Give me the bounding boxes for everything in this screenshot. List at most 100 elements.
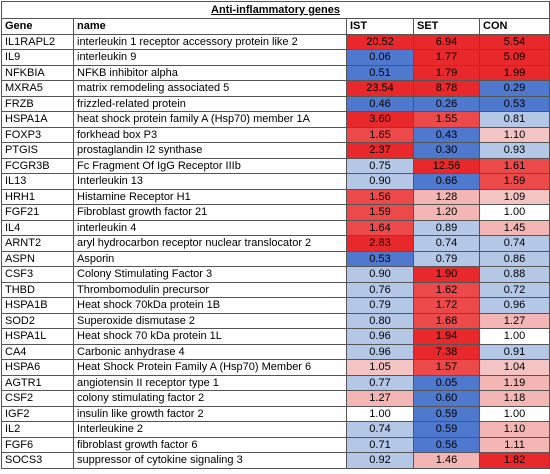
text-cell: prostaglandin I2 synthase (73, 142, 347, 159)
value-cell: 0.46 (346, 95, 414, 112)
value-cell: 0.89 (413, 219, 480, 236)
value-cell: 20.52 (346, 33, 414, 50)
table-row: ARNT2 aryl hydrocarbon receptor nuclear t… (1, 235, 550, 252)
text-cell: Heat shock 70 kDa protein 1L (73, 328, 347, 345)
value-cell: 0.30 (413, 142, 480, 159)
text-cell: IL4 (1, 219, 74, 236)
value-cell: 0.76 (346, 281, 414, 298)
table-row: IL2 Interleukine 2 0.74 0.59 1.10 (1, 421, 550, 438)
text-cell: angiotensin II receptor type 1 (73, 374, 347, 391)
value-cell: 1.99 (478, 64, 550, 81)
table-row: AGTR1 angiotensin II receptor type 1 0.77 0… (1, 374, 550, 391)
value-cell: 0.86 (478, 250, 550, 267)
value-cell: 3.60 (346, 111, 414, 128)
value-cell: 1.46 (413, 452, 480, 469)
value-cell: 1.27 (478, 312, 550, 329)
value-cell: 1.62 (413, 281, 480, 298)
text-cell: frizzled-related protein (73, 95, 347, 112)
value-cell: 0.74 (413, 235, 480, 252)
text-cell: IGF2 (1, 405, 74, 422)
value-cell: 0.88 (478, 266, 550, 283)
title-row: Anti-inflammatory genes (0, 1, 550, 19)
table-row: HSPA1L Heat shock 70 kDa protein 1L 0.96 1.… (1, 328, 550, 345)
value-cell: 7.38 (413, 343, 480, 360)
text-cell: heat shock protein family A (Hsp70) memb… (73, 111, 347, 128)
value-cell: 0.56 (413, 436, 480, 453)
text-cell: HSPA6 (1, 359, 74, 376)
value-cell: 0.96 (346, 343, 414, 360)
text-cell: Interleukine 2 (73, 421, 347, 438)
text-cell: HSPA1L (1, 328, 74, 345)
value-cell: 1.18 (478, 390, 550, 407)
text-cell: Fc Fragment Of IgG Receptor IIIb (73, 157, 347, 174)
value-cell: 1.20 (413, 204, 480, 221)
text-cell: suppressor of cytokine signaling 3 (73, 452, 347, 469)
column-header: SET (413, 18, 480, 35)
table-row: CSF2 colony stimulating factor 2 1.27 0.60 1… (1, 390, 550, 407)
value-cell: 2.83 (346, 235, 414, 252)
value-cell: 5.09 (478, 49, 550, 66)
column-header: Gene (1, 18, 74, 35)
text-cell: SOD2 (1, 312, 74, 329)
text-cell: HSPA1B (1, 297, 74, 314)
column-header: IST (346, 18, 414, 35)
table-row: SOD2 Superoxide dismutase 2 0.80 1.68 1.27 (1, 312, 550, 329)
text-cell: interleukin 9 (73, 49, 347, 66)
table-body: IL1RAPL2 interleukin 1 receptor accessory… (1, 33, 550, 469)
value-cell: 1.61 (478, 157, 550, 174)
value-cell: 0.92 (346, 452, 414, 469)
table-row: FGF6 fibroblast growth factor 6 0.71 0.56 1.… (1, 436, 550, 453)
table-row: HSPA1A heat shock protein family A (Hsp70… (1, 111, 550, 128)
text-cell: IL9 (1, 49, 74, 66)
value-cell: 0.06 (346, 49, 414, 66)
value-cell: 0.51 (346, 64, 414, 81)
table-title: Anti-inflammatory genes (0, 1, 550, 19)
value-cell: 0.74 (478, 235, 550, 252)
value-cell: 0.93 (478, 142, 550, 159)
value-cell: 1.79 (413, 64, 480, 81)
value-cell: 1.00 (346, 405, 414, 422)
text-cell: colony stimulating factor 2 (73, 390, 347, 407)
text-cell: aryl hydrocarbon receptor nuclear transl… (73, 235, 347, 252)
value-cell: 0.60 (413, 390, 480, 407)
value-cell: 1.28 (413, 188, 480, 205)
table-row: ASPN Asporin 0.53 0.79 0.86 (1, 250, 550, 267)
value-cell: 1.77 (413, 49, 480, 66)
table-row: IL13 Interleukin 13 0.90 0.66 1.59 (1, 173, 550, 190)
value-cell: 0.77 (346, 374, 414, 391)
value-cell: 1.56 (346, 188, 414, 205)
text-cell: NFKBIA (1, 64, 74, 81)
text-cell: Thrombomodulin precursor (73, 281, 347, 298)
value-cell: 1.65 (346, 126, 414, 143)
value-cell: 8.78 (413, 80, 480, 97)
text-cell: Heat Shock Protein Family A (Hsp70) Memb… (73, 359, 347, 376)
text-cell: Heat shock 70kDa protein 1B (73, 297, 347, 314)
text-cell: ARNT2 (1, 235, 74, 252)
value-cell: 1.45 (478, 219, 550, 236)
value-cell: 0.79 (346, 297, 414, 314)
column-header: CON (478, 18, 550, 35)
text-cell: SOCS3 (1, 452, 74, 469)
value-cell: 1.05 (346, 359, 414, 376)
value-cell: 1.55 (413, 111, 480, 128)
text-cell: CA4 (1, 343, 74, 360)
value-cell: 1.00 (478, 204, 550, 221)
value-cell: 1.19 (478, 374, 550, 391)
text-cell: THBD (1, 281, 74, 298)
table-row: THBD Thrombomodulin precursor 0.76 1.62 0.72 (1, 281, 550, 298)
value-cell: 0.96 (346, 328, 414, 345)
text-cell: forkhead box P3 (73, 126, 347, 143)
header-row: Gene name IST SET CON (1, 18, 550, 35)
text-cell: CSF3 (1, 266, 74, 283)
table-row: IGF2 insulin like growth factor 2 1.00 0.59… (1, 405, 550, 422)
table-row: NFKBIA NFKB inhibitor alpha 0.51 1.79 1.99 (1, 64, 550, 81)
text-cell: Interleukin 13 (73, 173, 347, 190)
value-cell: 0.81 (478, 111, 550, 128)
value-cell: 0.05 (413, 374, 480, 391)
value-cell: 1.59 (346, 204, 414, 221)
value-cell: 2.37 (346, 142, 414, 159)
table-row: IL1RAPL2 interleukin 1 receptor accessory… (1, 33, 550, 50)
text-cell: fibroblast growth factor 6 (73, 436, 347, 453)
